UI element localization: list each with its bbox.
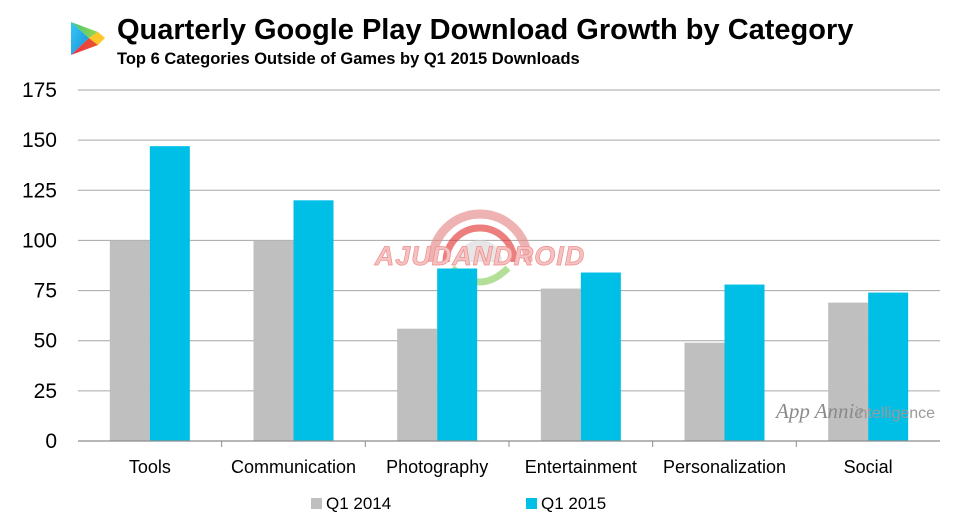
bar-group [397,268,478,441]
watermark-text: AJUDANDROID [374,241,586,271]
bar-q1-2015 [149,146,190,441]
bar-group [109,146,190,441]
chart-title: Quarterly Google Play Download Growth by… [117,14,853,46]
chart-subtitle: Top 6 Categories Outside of Games by Q1 … [117,50,580,68]
y-tick-label: 25 [34,380,57,403]
bar-q1-2014 [109,240,150,441]
bar-q1-2015 [724,284,765,441]
bar-q1-2015 [868,292,909,441]
bar-q1-2014 [684,342,725,441]
legend: Q1 2014 Q1 2015 [311,494,606,513]
x-tick-label: Social [844,457,893,477]
bar-group [540,272,621,441]
y-tick-label: 175 [22,79,57,102]
y-tick-label: 75 [34,280,57,303]
x-axis-tick-labels: Tools Communication Photography Entertainme… [129,441,893,477]
x-tick-label: Photography [386,457,488,477]
attribution-sub: intelligence [855,405,935,422]
x-tick-label: Communication [231,457,356,477]
y-tick-label: 50 [34,330,57,353]
ajudandroid-watermark: AJUDANDROID [373,209,586,286]
bar-q1-2014 [397,328,438,441]
y-axis-tick-labels: 0 25 50 75 100 125 150 175 [22,79,57,453]
bar-q1-2015 [437,268,478,441]
legend-swatch [526,498,537,509]
bar-q1-2014 [828,302,869,441]
legend-label: Q1 2014 [326,494,391,513]
bar-group [684,284,765,441]
legend-item: Q1 2015 [526,494,606,513]
bar-group [828,292,909,441]
x-tick-label: Personalization [663,457,786,477]
gridlines [78,89,940,392]
bar-group [253,200,334,441]
bar-q1-2014 [540,288,581,441]
app-annie-attribution: App Annie intelligence [774,399,935,423]
x-tick-label: Tools [129,457,171,477]
y-tick-label: 100 [22,229,57,252]
y-tick-label: 125 [22,179,57,202]
y-tick-label: 0 [45,430,57,453]
google-play-logo-icon [71,22,105,55]
x-tick-label: Entertainment [525,457,637,477]
legend-swatch [311,498,322,509]
bar-q1-2015 [293,200,334,441]
legend-item: Q1 2014 [311,494,391,513]
bars [109,146,909,441]
attribution-main: App Annie [774,399,864,423]
y-tick-label: 150 [22,129,57,152]
bar-q1-2015 [580,272,621,441]
bar-q1-2014 [253,240,294,441]
legend-label: Q1 2015 [541,494,606,513]
